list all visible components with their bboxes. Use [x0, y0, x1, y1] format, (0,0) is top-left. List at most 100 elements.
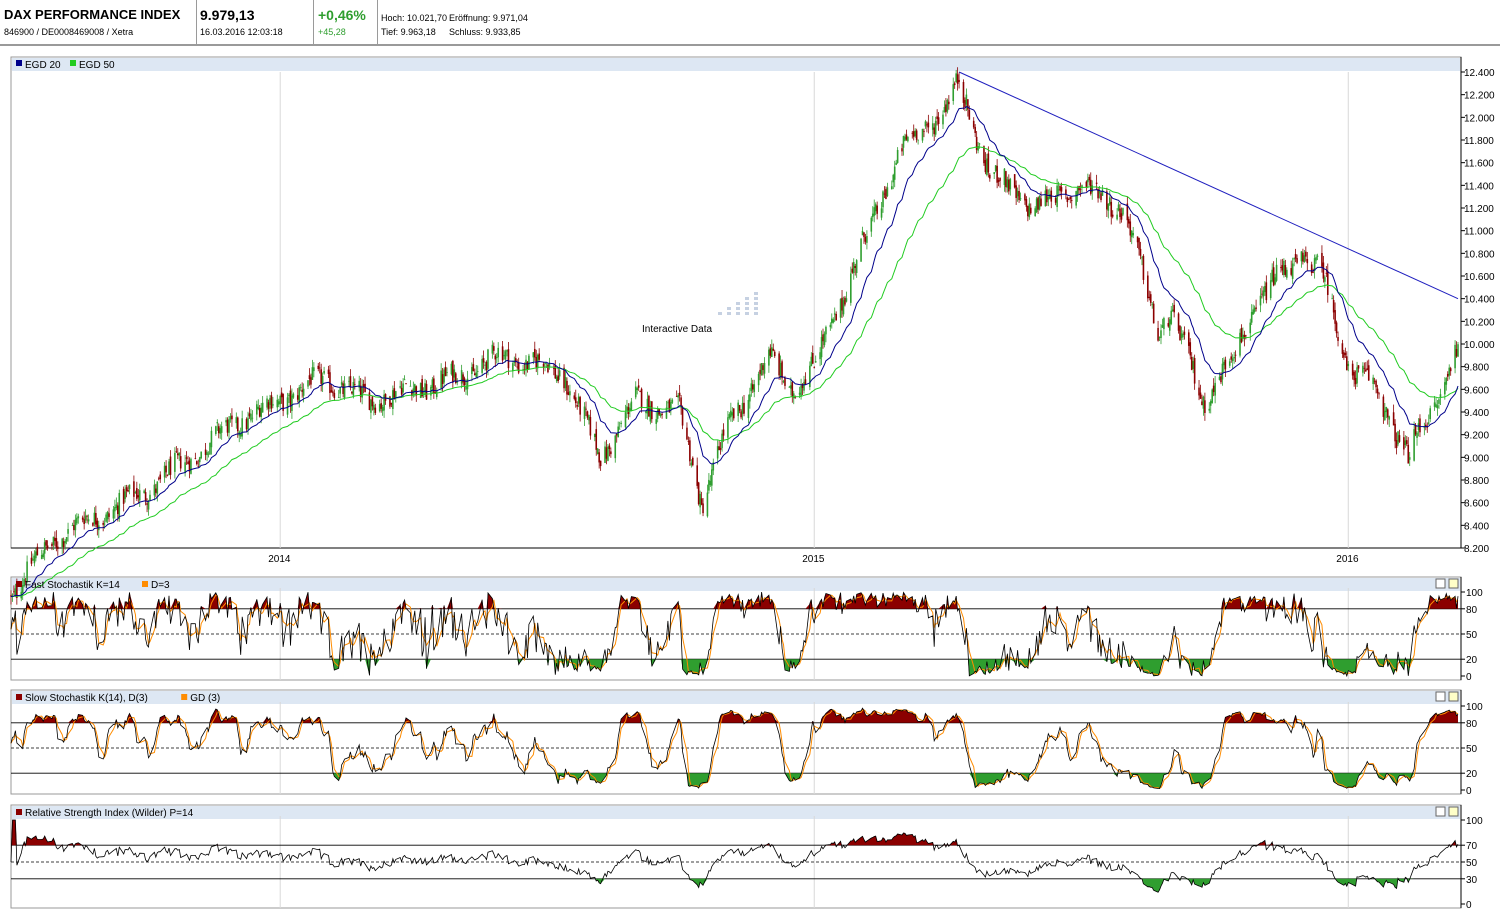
candle-down: [702, 503, 704, 514]
candle-down: [462, 374, 464, 383]
candle-up: [731, 412, 734, 416]
instrument-ids: 846900 / DE0008469008 / Xetra: [4, 27, 134, 37]
y-tick-label: 9.000: [1464, 453, 1489, 464]
candle-up: [288, 394, 290, 397]
candle-up: [749, 394, 751, 402]
candle-up: [1056, 185, 1058, 208]
candle-down: [923, 130, 925, 132]
candle-up: [198, 457, 201, 463]
candle-up: [1262, 290, 1265, 297]
candle-up: [239, 433, 242, 437]
candle-up: [814, 361, 817, 363]
candle-up: [1214, 382, 1216, 396]
candle-up: [832, 319, 835, 323]
candle-up: [64, 540, 66, 544]
rsi-panel-frame: [10, 804, 1462, 909]
candle-up: [1182, 333, 1184, 338]
candle-up: [269, 398, 271, 405]
candle-up: [1161, 325, 1164, 328]
candle-up: [87, 519, 90, 522]
fast-stoch-tick-label: 100: [1466, 588, 1483, 599]
candle-up: [870, 217, 873, 232]
candle-down: [1097, 188, 1099, 199]
slow-stoch-title-swatch: [16, 694, 22, 700]
candle-down: [434, 392, 437, 393]
candle-up: [943, 106, 946, 113]
slow-stoch-tick-label: 20: [1466, 769, 1478, 780]
candle-up: [491, 344, 494, 354]
candle-down: [1255, 307, 1257, 309]
candle-up: [471, 367, 473, 375]
candle-down: [811, 353, 814, 364]
candle-up: [1274, 277, 1276, 285]
candle-up: [1171, 309, 1174, 312]
candle-up: [525, 359, 527, 371]
candle-up: [771, 347, 773, 357]
candle-up: [892, 174, 895, 183]
candle-up: [1047, 197, 1050, 200]
trendline-layer: [958, 71, 1459, 300]
fast-stoch-close-button[interactable]: [1448, 578, 1459, 589]
slow-stoch-title: Slow Stochastik K(14), D(3): [25, 693, 148, 704]
rsi-tick-label: 30: [1466, 875, 1478, 886]
candle-up: [190, 458, 192, 474]
candle-down: [1230, 356, 1233, 360]
fast-stoch-tick-label: 20: [1466, 655, 1478, 666]
slow-stoch-close-button[interactable]: [1448, 691, 1459, 702]
candle-up: [986, 158, 988, 175]
slow-stoch-expand-button[interactable]: [1435, 691, 1446, 702]
candle-up: [323, 370, 325, 374]
candle-up: [412, 388, 415, 394]
candle-down: [280, 392, 283, 398]
rsi-title: Relative Strength Index (Wilder) P=14: [25, 808, 194, 819]
candle-down: [1240, 327, 1243, 343]
candle-down: [1013, 174, 1016, 188]
candle-up: [1117, 204, 1120, 211]
candle-up: [833, 313, 836, 315]
candle-down: [1407, 444, 1410, 464]
candle-down: [16, 585, 18, 598]
candle-up: [845, 298, 848, 302]
candle-down: [1189, 342, 1192, 356]
main-panel-titlebar: [12, 58, 1460, 71]
candle-up: [302, 388, 305, 396]
candle-up: [1316, 255, 1319, 257]
candle-down: [989, 174, 991, 179]
candle-up: [893, 166, 896, 180]
candle-down: [354, 384, 356, 386]
watermark-dot: [727, 307, 731, 310]
candle-up: [465, 386, 467, 390]
watermark-dot: [745, 312, 749, 315]
candle-down: [92, 523, 94, 526]
candle-down: [668, 399, 671, 413]
candle-down: [554, 365, 557, 379]
candle-up: [659, 413, 662, 417]
candle-up: [383, 394, 385, 411]
fast-stoch-panel-frame: [10, 576, 1462, 681]
candle-up: [35, 551, 37, 559]
watermark-dot: [718, 312, 722, 315]
candle-up: [1107, 203, 1110, 211]
candle-up: [860, 238, 862, 262]
candle-down: [494, 355, 497, 360]
candle-down: [507, 349, 510, 369]
y-tick-label: 12.000: [1464, 113, 1495, 124]
rsi-close-button[interactable]: [1448, 806, 1459, 817]
candle-up: [251, 417, 254, 419]
candle-down: [1198, 387, 1200, 396]
candle-up: [174, 452, 176, 472]
candle-down: [778, 353, 780, 376]
candle-up: [1202, 396, 1205, 409]
candle-up: [460, 370, 463, 384]
candle-down: [1281, 265, 1284, 271]
fast-stoch-expand-button[interactable]: [1435, 578, 1446, 589]
candle-up: [1108, 197, 1111, 205]
candle-down: [169, 456, 172, 475]
candle-up: [106, 511, 109, 520]
candle-up: [1006, 179, 1009, 188]
candle-down: [864, 236, 867, 242]
candle-down: [1224, 359, 1227, 370]
candle-up: [52, 536, 55, 545]
rsi-expand-button[interactable]: [1435, 806, 1446, 817]
